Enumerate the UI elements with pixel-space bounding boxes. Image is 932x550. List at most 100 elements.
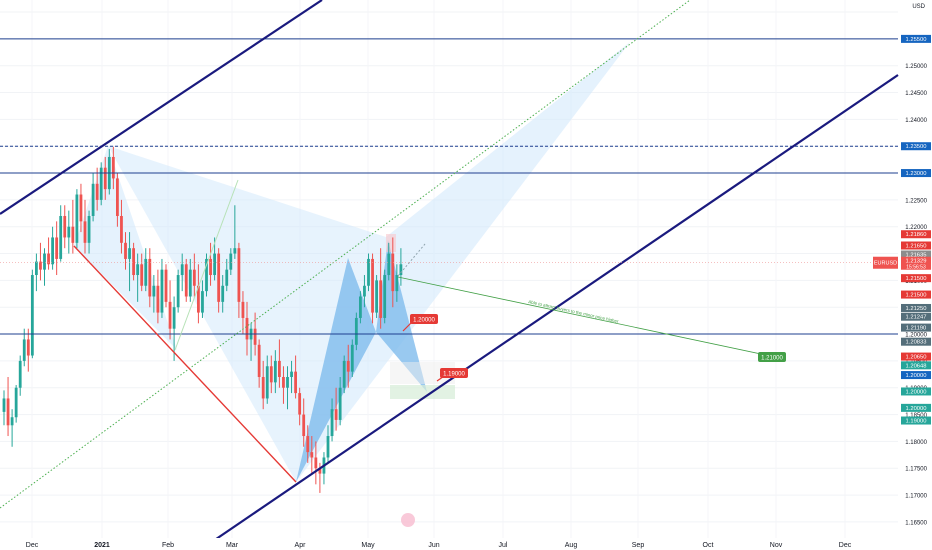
candle-body: [237, 248, 241, 302]
candle-body: [225, 269, 229, 286]
candle-body: [26, 339, 30, 356]
projection-note: Able to attract buyers to the minor pric…: [528, 299, 620, 324]
candle-body: [124, 242, 127, 259]
candle-body: [261, 376, 265, 399]
zone-rect: [386, 234, 396, 252]
candle-body: [55, 237, 59, 259]
candle-body: [205, 258, 208, 292]
symbol-price-box: [901, 256, 931, 270]
candle-body: [10, 417, 14, 426]
price-label-text: 1.19000: [906, 419, 927, 425]
currency-label: USD: [912, 4, 925, 10]
candle-body: [314, 457, 318, 469]
time-axis-label: Oct: [703, 542, 714, 549]
candle-body: [363, 285, 366, 297]
event-flag-icon: [401, 513, 415, 527]
time-axis-label: May: [361, 542, 375, 549]
candle-body: [144, 258, 148, 286]
price-tick-label: 1.25000: [905, 64, 927, 70]
candle-body: [375, 280, 378, 313]
candle-body: [111, 156, 115, 179]
price-label-text: 1.21635: [906, 253, 927, 259]
candle-body: [241, 301, 245, 318]
candle-body: [346, 360, 350, 372]
candle-body: [298, 393, 302, 415]
candle-body: [213, 253, 216, 276]
candle-body: [318, 468, 322, 474]
price-label-box: [901, 274, 931, 283]
price-label-text: 1.23000: [906, 171, 927, 177]
time-axis-label: 2021: [94, 542, 110, 549]
annotation-box: [410, 314, 438, 324]
trend-lines[interactable]: [0, 0, 899, 550]
candle-body: [51, 237, 54, 265]
price-label-box: [901, 290, 931, 299]
price-tick-label: 1.22000: [905, 225, 927, 231]
candle-body: [391, 253, 395, 292]
candle-body: [116, 178, 119, 216]
price-label-text: 1.20000: [906, 406, 927, 412]
price-label-box: [901, 387, 931, 396]
candle-body: [14, 387, 18, 418]
price-label-text: 1.21650: [906, 244, 927, 250]
candle-body: [229, 253, 233, 270]
candle-body: [176, 275, 180, 308]
price-label-box: [901, 323, 931, 332]
candle-body: [152, 285, 156, 297]
price-tick-label: 1.22500: [905, 198, 927, 204]
pattern-projection-triangle: [296, 42, 630, 482]
candle-body: [168, 301, 172, 329]
time-axis[interactable]: Dec 2021 Feb Mar Apr May Jun Jul Aug Sep Oct Nov Dec: [0, 538, 898, 550]
price-label-text: 1.20650: [906, 355, 927, 361]
candle-body: [359, 296, 362, 318]
price-tick-label: 1.24000: [905, 118, 927, 124]
price-axis[interactable]: USD 1.25500 1.25000 1.24500 1.24000 1.23500 1.…: [873, 0, 932, 550]
time-axis-label: Aug: [565, 542, 578, 549]
candle-body: [354, 317, 358, 345]
annotation-box: [440, 368, 468, 378]
time-axis-label: Sep: [632, 542, 645, 549]
channel-lower-line: [199, 74, 899, 550]
candle-body: [67, 226, 71, 238]
candle-body: [197, 285, 200, 313]
time-axis-label: Mar: [226, 542, 239, 549]
candle-body: [257, 344, 261, 377]
candle-body: [91, 183, 95, 216]
candle-body: [2, 398, 6, 412]
candle-body: [71, 226, 75, 243]
candle-body: [120, 215, 123, 243]
candle-body: [221, 285, 225, 302]
time-axis-label: Dec: [26, 542, 39, 549]
candle-body: [188, 269, 192, 297]
price-label-box: [901, 403, 931, 412]
price-label-text: 1.21190: [906, 326, 927, 332]
candle-body: [367, 258, 370, 286]
candle-body: [192, 269, 196, 286]
time-axis-bg: [0, 538, 898, 550]
candle-body: [269, 366, 273, 383]
price-label-box: [901, 361, 931, 370]
harmonic-pattern-shapes[interactable]: [74, 42, 630, 482]
candle-body: [201, 291, 204, 313]
candle-body: [164, 269, 168, 302]
price-label-text: 1.21500: [906, 293, 927, 299]
arrow-line: [402, 321, 413, 332]
projection-line: [397, 276, 776, 358]
channel-mid-line: [0, 0, 691, 509]
candle-body: [326, 436, 330, 458]
candle-body: [22, 339, 26, 361]
price-label-box: [901, 303, 931, 312]
price-label-box: [901, 241, 931, 250]
candle-body: [148, 258, 152, 297]
price-label-box: [901, 337, 931, 346]
candle-body: [132, 248, 135, 276]
candle-body: [399, 264, 403, 276]
candle-body: [79, 194, 83, 222]
candle-body: [136, 264, 140, 276]
candle-body: [371, 258, 374, 313]
price-label-text: 1.21500: [906, 276, 927, 282]
price-label-text: 1.25500: [906, 37, 927, 43]
candle-body: [47, 253, 50, 265]
candle-body: [59, 215, 63, 259]
